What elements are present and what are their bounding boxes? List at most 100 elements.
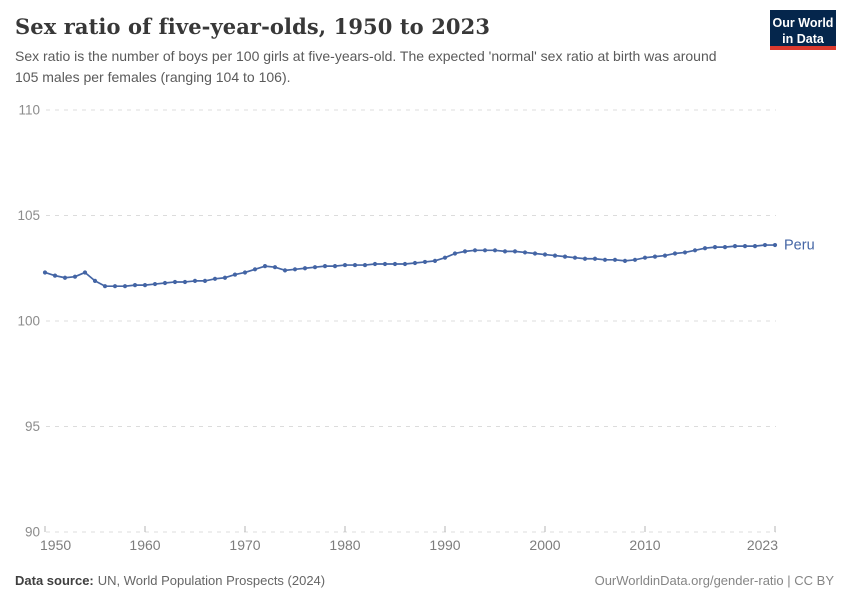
chart-footer: Data source: UN, World Population Prospec… bbox=[15, 573, 834, 588]
data-point bbox=[732, 243, 738, 249]
data-point bbox=[602, 257, 608, 262]
data-point bbox=[632, 257, 638, 262]
data-point bbox=[752, 243, 758, 249]
data-point bbox=[722, 245, 728, 250]
data-point bbox=[442, 255, 448, 260]
data-point bbox=[532, 251, 538, 256]
data-point bbox=[352, 262, 358, 268]
owid-logo[interactable]: Our World in Data bbox=[770, 10, 836, 50]
data-point bbox=[372, 261, 378, 267]
data-point bbox=[242, 270, 248, 275]
y-axis-label: 110 bbox=[18, 103, 40, 118]
data-point bbox=[62, 275, 68, 280]
data-point bbox=[212, 276, 218, 281]
x-axis-label: 2000 bbox=[529, 537, 560, 553]
y-axis-label: 95 bbox=[25, 419, 40, 434]
x-axis-label: 1980 bbox=[329, 537, 360, 553]
data-point bbox=[272, 265, 278, 270]
data-point bbox=[542, 252, 548, 257]
data-point bbox=[262, 264, 268, 269]
data-point bbox=[52, 273, 58, 278]
data-point bbox=[472, 248, 478, 253]
data-point bbox=[622, 258, 628, 263]
data-point bbox=[122, 284, 128, 289]
data-point bbox=[662, 253, 668, 258]
data-point bbox=[132, 283, 138, 288]
y-axis-label: 90 bbox=[25, 525, 40, 540]
owid-logo-line2: in Data bbox=[782, 32, 824, 46]
chart-header: Sex ratio of five-year-olds, 1950 to 202… bbox=[15, 14, 758, 88]
data-point bbox=[332, 264, 338, 269]
data-point bbox=[682, 250, 688, 255]
series-end-label[interactable]: Peru bbox=[784, 238, 815, 254]
y-axis-label: 105 bbox=[17, 208, 40, 223]
data-point bbox=[312, 265, 318, 270]
data-point bbox=[282, 268, 288, 273]
data-point bbox=[522, 250, 528, 255]
data-point bbox=[182, 279, 188, 285]
y-axis-label: 100 bbox=[17, 314, 40, 329]
data-point bbox=[402, 261, 408, 267]
data-point bbox=[292, 267, 298, 272]
data-point bbox=[92, 278, 98, 284]
data-point bbox=[392, 261, 398, 267]
data-point bbox=[302, 266, 308, 271]
data-point bbox=[412, 260, 418, 266]
footer-url-license[interactable]: OurWorldinData.org/gender-ratio | CC BY bbox=[594, 573, 834, 588]
data-point bbox=[82, 270, 88, 275]
chart-subtitle: Sex ratio is the number of boys per 100 … bbox=[15, 48, 717, 86]
chart-title: Sex ratio of five-year-olds, 1950 to 202… bbox=[15, 14, 491, 39]
x-axis-label: 1950 bbox=[40, 537, 71, 553]
data-point bbox=[202, 278, 208, 284]
data-point bbox=[512, 249, 518, 254]
data-point bbox=[422, 259, 428, 265]
data-point bbox=[162, 280, 168, 286]
data-point bbox=[742, 243, 748, 249]
data-point bbox=[552, 253, 558, 258]
x-axis-label: 2010 bbox=[629, 537, 660, 553]
data-point bbox=[382, 261, 388, 267]
data-point bbox=[322, 264, 328, 269]
data-point bbox=[252, 267, 258, 272]
data-point bbox=[692, 248, 698, 253]
data-point bbox=[102, 284, 108, 289]
data-point bbox=[702, 246, 708, 251]
footer-source-text: UN, World Population Prospects (2024) bbox=[97, 573, 326, 588]
owid-logo-line1: Our World bbox=[772, 16, 834, 30]
data-point bbox=[72, 274, 78, 279]
data-point bbox=[772, 242, 778, 248]
footer-source: Data source: UN, World Population Prospec… bbox=[15, 573, 325, 588]
data-line[interactable] bbox=[44, 244, 776, 288]
data-point bbox=[232, 272, 238, 277]
x-axis-label: 1960 bbox=[129, 537, 160, 553]
data-point bbox=[462, 249, 468, 254]
data-point bbox=[342, 262, 348, 268]
data-point bbox=[172, 279, 178, 285]
data-point bbox=[572, 255, 578, 260]
x-axis-label: 2023 bbox=[747, 537, 778, 553]
data-point bbox=[112, 284, 118, 289]
data-point bbox=[652, 254, 658, 259]
x-axis-label: 1990 bbox=[429, 537, 460, 553]
data-point bbox=[592, 256, 598, 261]
data-point bbox=[612, 257, 618, 262]
data-point bbox=[562, 254, 568, 259]
data-point bbox=[222, 275, 228, 280]
data-point bbox=[492, 248, 498, 253]
data-point bbox=[642, 255, 648, 260]
data-point bbox=[762, 242, 768, 248]
data-point bbox=[362, 262, 368, 268]
data-point bbox=[502, 249, 508, 254]
data-point bbox=[582, 256, 588, 261]
data-point bbox=[432, 258, 438, 263]
data-point bbox=[192, 278, 198, 284]
data-point bbox=[152, 281, 158, 287]
data-point bbox=[142, 283, 148, 288]
data-point bbox=[672, 251, 678, 256]
data-point bbox=[712, 245, 718, 250]
footer-source-label: Data source: bbox=[15, 573, 94, 588]
data-point bbox=[482, 248, 488, 253]
x-axis-label: 1970 bbox=[229, 537, 260, 553]
